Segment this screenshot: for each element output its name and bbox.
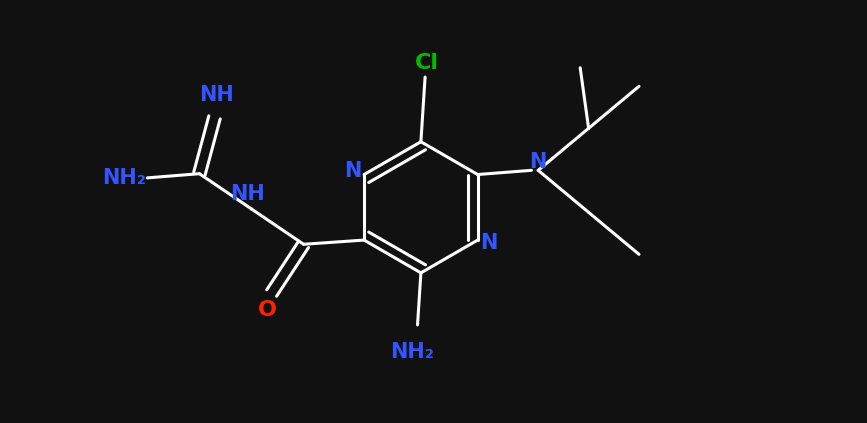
Text: N: N [480,233,498,253]
Text: NH: NH [199,85,233,104]
Text: Cl: Cl [414,53,439,73]
Text: NH₂: NH₂ [101,168,146,188]
Text: O: O [258,300,277,320]
Text: NH: NH [230,184,264,204]
Text: N: N [530,152,547,172]
Text: N: N [344,161,362,181]
Text: NH₂: NH₂ [390,342,434,362]
